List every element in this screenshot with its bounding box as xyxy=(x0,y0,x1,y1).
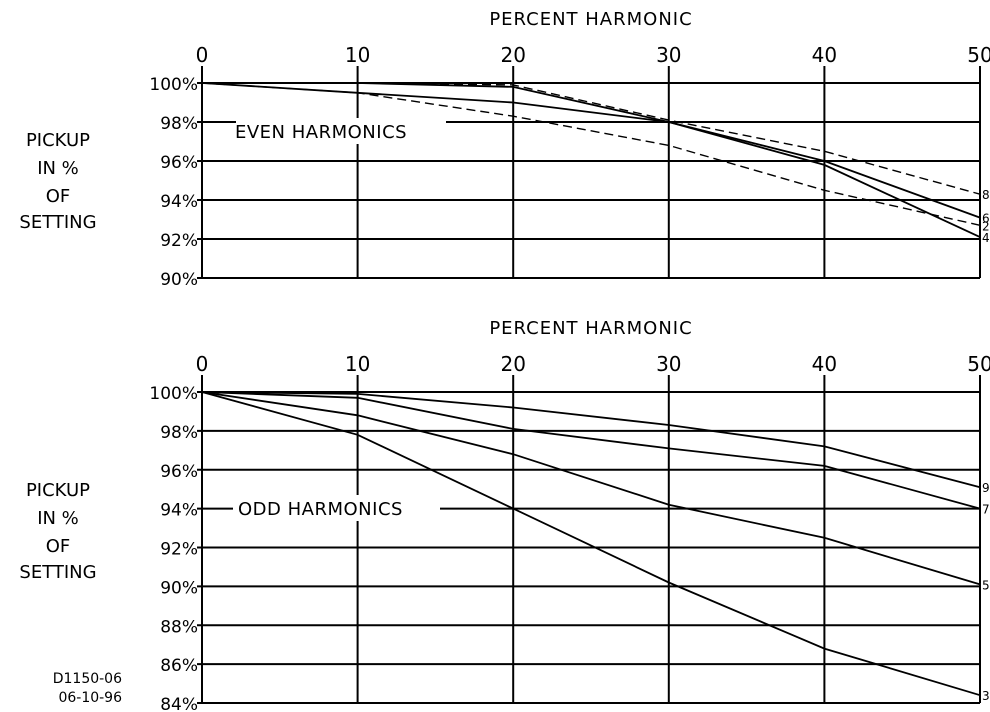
chart-title-background xyxy=(236,118,446,144)
series-end-label: 8 xyxy=(982,188,990,202)
series-end-label: 3 xyxy=(982,689,990,703)
y-tick-label: 96% xyxy=(160,153,198,173)
x-tick-label: 10 xyxy=(345,352,370,376)
series-end-label: 5 xyxy=(982,578,990,592)
x-tick-label: 50 xyxy=(967,43,990,67)
y-tick-label: 88% xyxy=(160,617,198,637)
y-axis-title-line: PICKUP xyxy=(26,480,90,501)
series-line-5 xyxy=(201,391,981,586)
series-end-label: 6 xyxy=(982,212,990,226)
y-axis-title-line: PICKUP xyxy=(26,130,90,151)
x-axis-title: PERCENT HARMONIC xyxy=(489,318,692,339)
y-tick-label: 92% xyxy=(160,231,198,251)
series-line-3 xyxy=(201,391,981,697)
y-tick-label: 96% xyxy=(160,462,198,482)
y-tick-label: 90% xyxy=(160,578,198,598)
chart-title: EVEN HARMONICS xyxy=(235,122,407,143)
series-end-label: 7 xyxy=(982,503,990,517)
series-end-label: 2 xyxy=(982,219,990,233)
y-tick-label: 98% xyxy=(160,423,198,443)
y-tick-label: 86% xyxy=(160,656,198,676)
y-tick-label: 94% xyxy=(160,192,198,212)
even-harmonics-chart: 100% 98% 96% 94% 92% 90% 0 10 20 30 40 50 PERCENT HA… xyxy=(19,9,990,290)
y-axis-title-line: SETTING xyxy=(19,212,96,233)
x-axis-title: PERCENT HARMONIC xyxy=(489,9,692,30)
x-tick-label: 30 xyxy=(656,352,681,376)
y-axis-title-line: IN % xyxy=(37,508,79,529)
y-tick-label: 94% xyxy=(160,501,198,521)
series-end-label: 4 xyxy=(982,231,990,245)
drawing-date-label: 06-10-96 xyxy=(58,690,122,706)
y-tick-label: 98% xyxy=(160,114,198,134)
y-axis-title-line: SETTING xyxy=(19,562,96,583)
series-line-9 xyxy=(201,391,981,489)
x-tick-label: 20 xyxy=(500,43,525,67)
x-tick-label: 10 xyxy=(345,43,370,67)
odd-harmonics-chart: 100% 98% 96% 94% 92% 90% 88% 86% 84% 0 10 20 30 40 50 P… xyxy=(19,318,990,712)
y-axis-title-line: OF xyxy=(46,186,71,207)
x-tick-label: 0 xyxy=(196,43,209,67)
x-tick-label: 30 xyxy=(656,43,681,67)
series-line-6 xyxy=(202,82,981,219)
x-tick-label: 0 xyxy=(196,352,209,376)
y-tick-label: 90% xyxy=(160,270,198,290)
x-tick-label: 50 xyxy=(967,352,990,376)
x-tick-label: 40 xyxy=(812,43,837,67)
x-tick-label: 20 xyxy=(500,352,525,376)
drawing-id-label: D1150-06 xyxy=(53,671,122,687)
y-tick-label: 100% xyxy=(149,75,198,95)
series-line-4 xyxy=(201,82,981,238)
y-tick-label: 100% xyxy=(149,384,198,404)
chart-title: ODD HARMONICS xyxy=(238,499,403,520)
chart-title-background xyxy=(233,495,440,521)
series-line-7 xyxy=(201,391,981,510)
series-end-label: 9 xyxy=(982,481,990,495)
y-axis-title-line: IN % xyxy=(37,158,79,179)
x-tick-label: 40 xyxy=(812,352,837,376)
series-line-8 xyxy=(202,82,981,195)
y-axis-title-line: OF xyxy=(46,536,71,557)
y-tick-label: 84% xyxy=(160,695,198,712)
y-tick-label: 92% xyxy=(160,540,198,560)
